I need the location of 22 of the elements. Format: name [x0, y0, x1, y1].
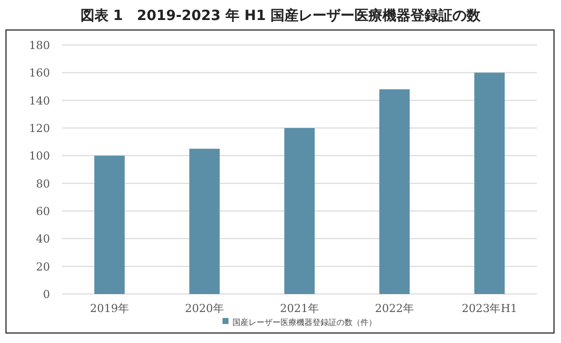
y-tick-label: 0 [43, 288, 50, 301]
x-tick-label: 2019年 [90, 302, 129, 315]
bar [379, 89, 410, 294]
x-tick-label: 2023年H1 [462, 302, 518, 315]
bar [94, 156, 125, 294]
y-tick-label: 40 [36, 232, 50, 246]
bar [284, 128, 315, 294]
legend-label: 国産レーザー医療機器登録証の数（件） [232, 318, 376, 327]
y-tick-label: 100 [29, 150, 50, 163]
chart-title: 図表 1 2019-2023 年 H1 国産レーザー医療機器登録証の数 [80, 7, 482, 24]
x-tick-label: 2022年 [375, 302, 414, 315]
y-tick-label: 140 [29, 94, 50, 108]
x-tick-label: 2020年 [185, 302, 224, 315]
y-tick-label: 180 [29, 39, 50, 52]
bar [474, 72, 505, 294]
x-tick-label: 2021年 [280, 302, 319, 315]
y-tick-label: 60 [36, 205, 50, 218]
bar [189, 148, 220, 294]
y-tick-label: 160 [29, 66, 50, 80]
y-tick-label: 20 [36, 260, 50, 274]
y-tick-label: 120 [29, 122, 50, 135]
y-tick-label: 80 [36, 177, 50, 190]
